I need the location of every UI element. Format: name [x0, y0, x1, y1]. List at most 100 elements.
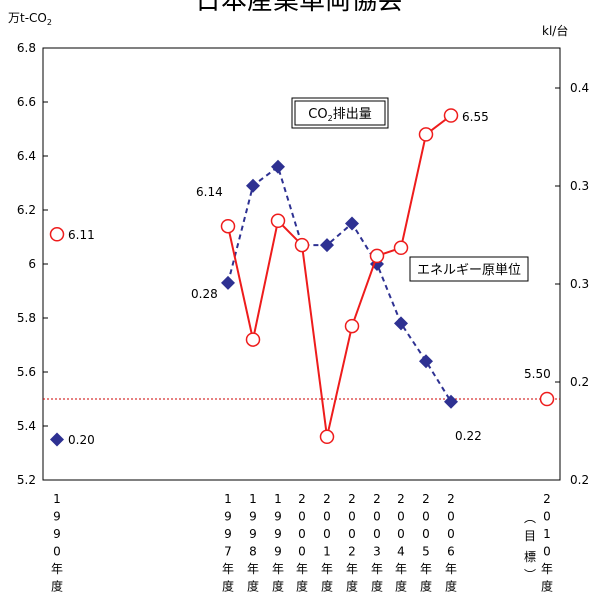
- x-tick-char: 2: [447, 492, 455, 506]
- x-target-char: 標: [524, 550, 536, 564]
- x-target-char: 目: [524, 529, 536, 543]
- x-target-char: ︵: [524, 511, 536, 525]
- energy-point: [394, 316, 408, 331]
- x-tick-char: 年: [272, 562, 284, 576]
- data-label: 0.20: [68, 433, 95, 447]
- y-left-tick-label: 6.8: [17, 41, 36, 55]
- co2-point: [294, 237, 310, 253]
- x-tick-char: 9: [224, 510, 232, 524]
- co2-point: [539, 391, 555, 407]
- x-tick-char: 0: [543, 545, 551, 559]
- x-tick-char: 9: [53, 510, 61, 524]
- x-tick-char: 0: [323, 510, 331, 524]
- legend-energy-box: [409, 256, 529, 282]
- x-tick-char: 0: [422, 510, 430, 524]
- y-left-tick-label: 6: [28, 257, 36, 271]
- x-tick-char: 9: [53, 527, 61, 541]
- x-tick-char: 7: [224, 545, 232, 559]
- x-tick-char: 0: [53, 545, 61, 559]
- x-tick-char: 2: [543, 492, 551, 506]
- x-tick-char: 2: [298, 492, 306, 506]
- x-tick-char: 度: [321, 579, 333, 594]
- x-tick-char: 0: [323, 527, 331, 541]
- legend-co2-box-inner: [294, 100, 386, 126]
- chart-title: 日本産業車両協会: [195, 0, 403, 16]
- data-labels: 6.11 6.14 6.55 5.50 0.20 0.28 0.22: [68, 110, 551, 447]
- x-tick-char: 度: [371, 579, 383, 594]
- x-tick-char: 0: [422, 527, 430, 541]
- co2-series-line: [227, 114, 452, 438]
- x-tick-char: 度: [51, 579, 63, 594]
- x-tick-char: 年: [420, 562, 432, 576]
- energy-point: [345, 216, 359, 231]
- x-tick-char: 年: [445, 562, 457, 576]
- x-tick-char: 0: [348, 527, 356, 541]
- x-tick-char: 度: [420, 579, 432, 594]
- x-tick-char: 9: [249, 527, 257, 541]
- y-left-tick-label: 6.6: [17, 95, 36, 109]
- co2-point: [393, 240, 409, 256]
- x-tick-char: 0: [298, 510, 306, 524]
- x-tick-char: 0: [298, 527, 306, 541]
- x-tick-char: 年: [541, 562, 553, 576]
- y-right-unit: kl/台: [542, 23, 568, 38]
- co2-point: [319, 429, 335, 445]
- energy-point: [221, 275, 235, 290]
- co2-point: [369, 248, 385, 264]
- y-right-tick-label: 0.4: [570, 81, 589, 95]
- x-tick-char: 年: [321, 562, 333, 576]
- x-tick-char: 0: [397, 510, 405, 524]
- x-tick-char: 度: [272, 579, 284, 594]
- x-tick-char: 2: [373, 492, 381, 506]
- x-tick-char: 0: [348, 510, 356, 524]
- energy-point: [271, 159, 285, 174]
- y-left-tick-label: 5.8: [17, 311, 36, 325]
- x-labels: 1990年度1997年度1998年度1999年度2000年度2001年度2002…: [51, 492, 553, 594]
- data-label: 6.11: [68, 228, 95, 242]
- energy-series-line: [227, 165, 452, 403]
- x-tick-char: 5: [422, 545, 430, 559]
- y-right-tick-label: 0.3: [570, 179, 589, 193]
- data-label: 6.55: [462, 110, 489, 124]
- y-right-tick-label: 0.2: [570, 375, 589, 389]
- x-tick-char: 2: [397, 492, 405, 506]
- y-left-tick-label: 5.4: [17, 419, 36, 433]
- co2-point: [344, 318, 360, 334]
- x-tick-char: 年: [51, 562, 63, 576]
- co2-point: [49, 227, 65, 242]
- x-tick-char: 0: [298, 545, 306, 559]
- y-left-unit: 万t-CO2: [8, 11, 52, 27]
- data-label: 5.50: [524, 367, 551, 381]
- x-tick-char: 0: [447, 527, 455, 541]
- y-right-tick-label: 0.2: [570, 473, 589, 487]
- x-tick-char: 年: [395, 562, 407, 576]
- y-left-tick-label: 5.6: [17, 365, 36, 379]
- x-tick-char: 度: [247, 579, 259, 594]
- x-tick-char: 2: [348, 492, 356, 506]
- x-tick-char: 度: [296, 579, 308, 594]
- x-tick-char: 0: [543, 510, 551, 524]
- y-right-tick-label: 0.3: [570, 277, 589, 291]
- data-label: 0.22: [455, 429, 482, 443]
- x-tick-char: 度: [222, 579, 234, 594]
- energy-point: [320, 238, 334, 253]
- x-tick-char: 1: [543, 527, 551, 541]
- x-target-char: ︶: [524, 568, 536, 582]
- axes: 6.8 6.6 6.4 6.2 6 5.8 5.6 5.4 5.2 0.4 0.3 0.3 0.2 0.2: [17, 41, 589, 487]
- legend-co2-label: CO2排出量: [308, 107, 371, 123]
- y-left-tick-label: 6.4: [17, 149, 36, 163]
- energy-point: [444, 394, 458, 409]
- x-tick-char: 1: [323, 545, 331, 559]
- x-tick-char: 6: [447, 545, 455, 559]
- x-tick-char: 年: [371, 562, 383, 576]
- x-tick-char: 2: [348, 545, 356, 559]
- x-tick-char: 9: [224, 527, 232, 541]
- energy-point: [246, 178, 260, 193]
- co2-point: [245, 332, 261, 347]
- x-tick-char: 度: [346, 579, 358, 594]
- x-tick-char: 度: [541, 579, 553, 594]
- x-tick-char: 1: [249, 492, 257, 506]
- x-tick-char: 1: [53, 492, 61, 506]
